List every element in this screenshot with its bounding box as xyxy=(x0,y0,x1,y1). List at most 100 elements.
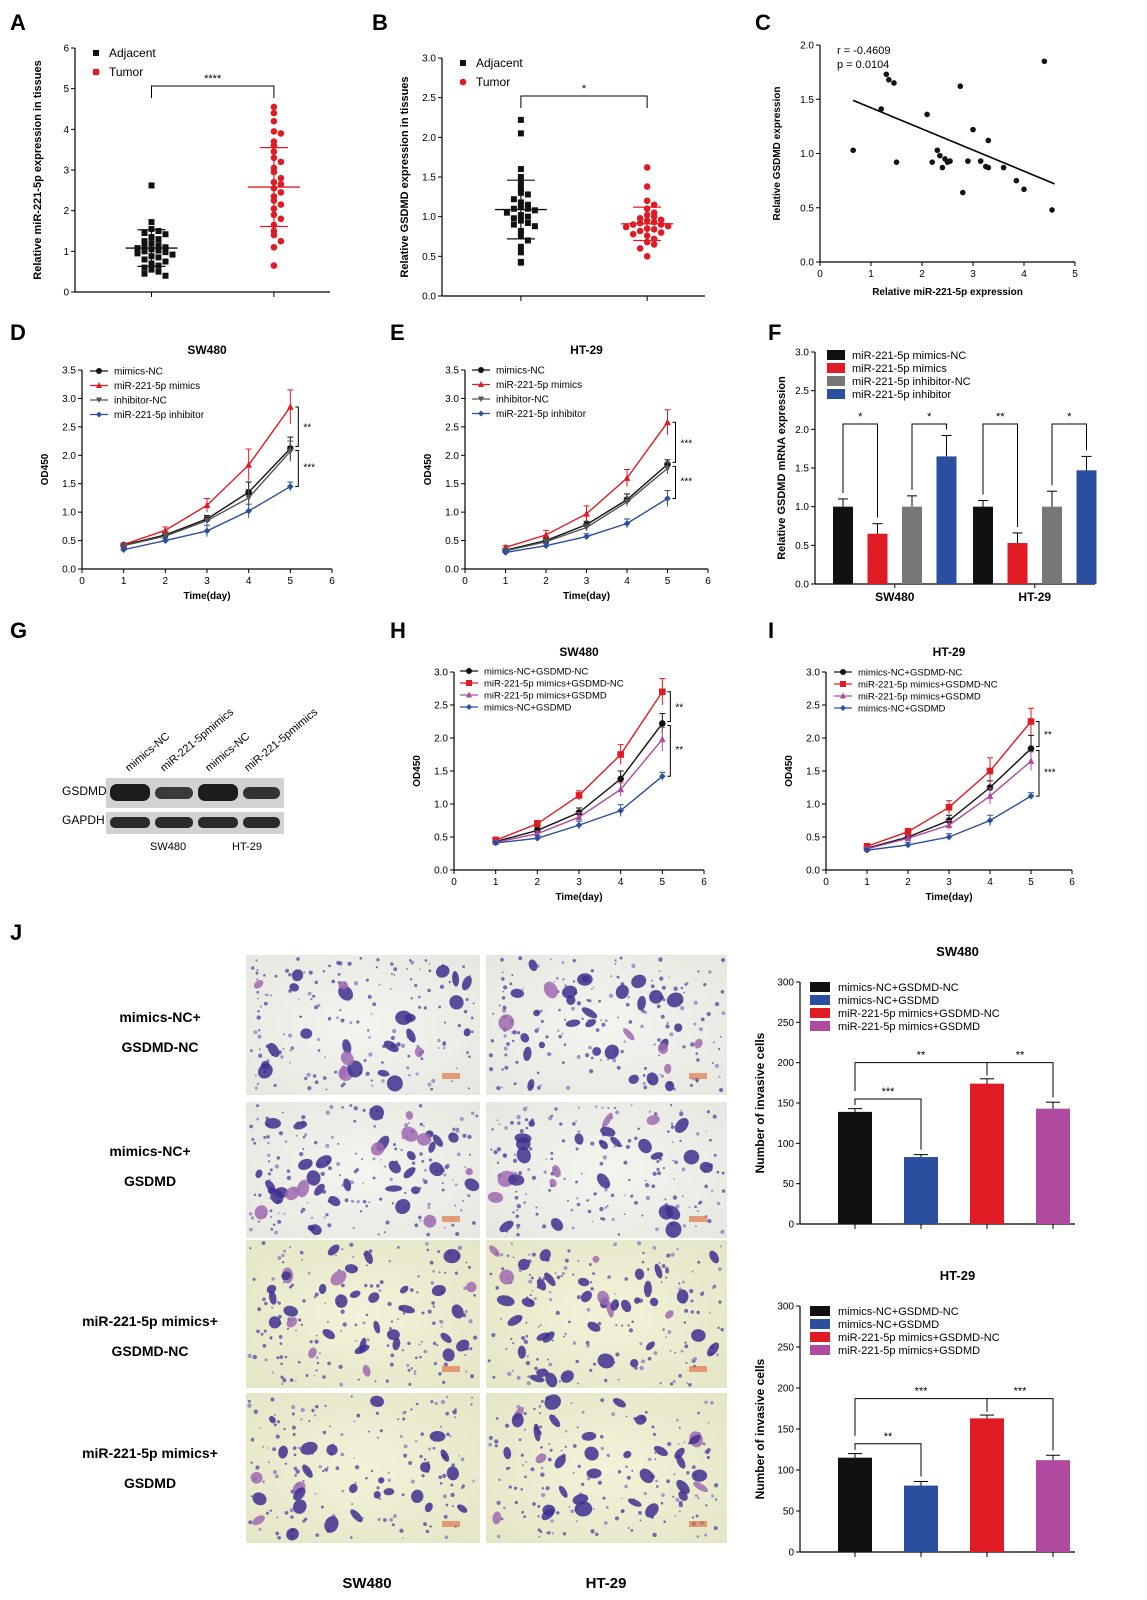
invaded-cell xyxy=(343,1178,352,1192)
data-point xyxy=(985,137,992,144)
membrane-pore xyxy=(666,1479,671,1484)
membrane-pore xyxy=(673,1178,676,1180)
membrane-pore xyxy=(678,1510,681,1513)
wb-band xyxy=(155,787,193,799)
invaded-cell xyxy=(529,1374,545,1383)
membrane-pore xyxy=(572,1444,577,1448)
membrane-pore xyxy=(681,1167,686,1172)
x-tick-label: 3 xyxy=(584,576,590,587)
membrane-pore xyxy=(711,1062,714,1065)
membrane-pore xyxy=(668,976,670,979)
y-tick-label: 1.5 xyxy=(62,479,76,490)
invaded-cell xyxy=(344,1264,358,1274)
membrane-pore xyxy=(356,1020,360,1024)
y-tick-label: 1.5 xyxy=(422,173,436,184)
membrane-pore xyxy=(418,995,421,999)
data-point xyxy=(840,705,846,711)
membrane-pore xyxy=(516,1223,521,1228)
membrane-pore xyxy=(518,956,523,961)
membrane-pore xyxy=(368,1035,371,1039)
membrane-pore xyxy=(564,1018,567,1021)
membrane-pore xyxy=(589,1069,594,1074)
significance-bracket xyxy=(520,95,648,108)
membrane-pore xyxy=(313,1414,317,1417)
membrane-pore xyxy=(586,1344,590,1348)
membrane-pore xyxy=(417,1275,420,1278)
membrane-pore xyxy=(443,1226,446,1229)
membrane-pore xyxy=(655,1227,659,1232)
legend-label: miR-221-5p inhibitor xyxy=(114,410,205,421)
y-tick-label: 0.0 xyxy=(800,258,814,269)
significance-label: *** xyxy=(303,463,315,474)
scale-bar xyxy=(689,1366,707,1372)
invaded-cell xyxy=(461,976,472,991)
membrane-pore xyxy=(501,1068,504,1071)
data-point xyxy=(169,251,176,258)
membrane-pore xyxy=(558,1034,562,1039)
invaded-cell xyxy=(274,1187,289,1198)
membrane-pore xyxy=(692,1078,695,1081)
membrane-pore xyxy=(572,1273,575,1276)
invaded-cell xyxy=(699,1161,713,1173)
membrane-pore xyxy=(407,1122,410,1124)
y-tick-label: 5 xyxy=(63,84,69,95)
y-tick-label: 2.0 xyxy=(422,133,436,144)
membrane-pore xyxy=(683,1440,686,1443)
invaded-cell xyxy=(386,1075,403,1092)
membrane-pore xyxy=(262,1343,267,1348)
membrane-pore xyxy=(466,1051,469,1055)
membrane-pore xyxy=(432,1341,437,1346)
membrane-pore xyxy=(568,1506,571,1508)
membrane-pore xyxy=(510,1242,514,1245)
invaded-cell xyxy=(552,1165,561,1178)
membrane-pore xyxy=(461,1199,465,1203)
category-label: HT-29 xyxy=(1018,590,1051,604)
membrane-pore xyxy=(628,1328,634,1333)
invaded-cell xyxy=(637,995,646,1011)
membrane-pore xyxy=(409,1288,414,1292)
invaded-cell xyxy=(581,1431,597,1441)
y-tick-label: 0.5 xyxy=(800,203,814,214)
membrane-pore xyxy=(353,1420,356,1423)
membrane-pore xyxy=(317,1003,321,1008)
membrane-pore xyxy=(438,1475,443,1480)
invaded-cell xyxy=(293,1121,308,1130)
data-point xyxy=(141,243,148,250)
membrane-pore xyxy=(427,988,431,993)
membrane-pore xyxy=(426,1232,430,1237)
membrane-pore xyxy=(663,1520,667,1524)
membrane-pore xyxy=(615,1352,620,1357)
y-tick-label: 200 xyxy=(777,1384,794,1395)
data-point xyxy=(466,680,472,686)
membrane-pore xyxy=(659,976,664,981)
membrane-pore xyxy=(267,1447,269,1449)
membrane-pore xyxy=(370,1079,373,1082)
membrane-pore xyxy=(467,1087,470,1090)
y-tick-label: 2.5 xyxy=(795,386,809,397)
membrane-pore xyxy=(686,1382,689,1385)
membrane-pore xyxy=(256,1117,260,1121)
y-tick-label: 2.0 xyxy=(795,425,809,436)
invaded-cell xyxy=(560,1370,574,1383)
membrane-pore xyxy=(377,1233,380,1236)
membrane-pore xyxy=(509,982,513,986)
membrane-pore xyxy=(381,1079,385,1083)
data-point xyxy=(1041,58,1048,65)
membrane-pore xyxy=(558,1380,561,1383)
invaded-cell xyxy=(645,1503,659,1518)
membrane-pore xyxy=(460,1457,465,1462)
membrane-pore xyxy=(334,1070,338,1074)
membrane-pore xyxy=(410,1479,415,1484)
y-tick-label: 250 xyxy=(777,1018,794,1029)
membrane-pore xyxy=(530,1467,535,1472)
membrane-pore xyxy=(257,1307,262,1312)
membrane-pore xyxy=(586,1307,591,1312)
data-point xyxy=(517,130,524,137)
invaded-cell xyxy=(302,1464,313,1478)
x-tick-label: 5 xyxy=(1028,877,1034,888)
membrane-pore xyxy=(257,1034,262,1039)
membrane-pore xyxy=(318,1465,322,1469)
membrane-pore xyxy=(590,1287,594,1291)
membrane-pore xyxy=(688,1382,692,1387)
legend-swatch xyxy=(827,350,845,360)
